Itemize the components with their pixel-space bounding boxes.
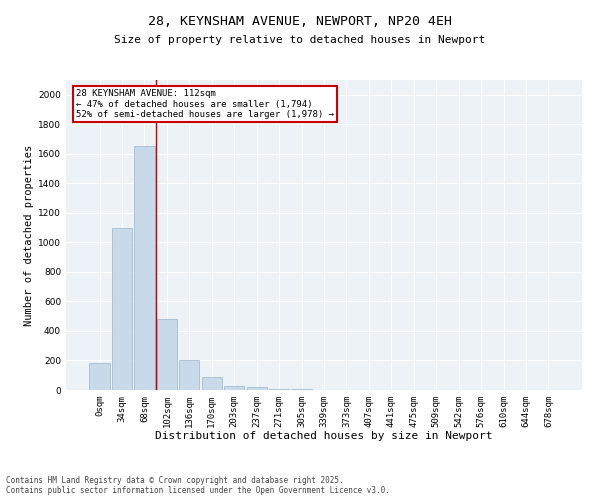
Text: 28, KEYNSHAM AVENUE, NEWPORT, NP20 4EH: 28, KEYNSHAM AVENUE, NEWPORT, NP20 4EH (148, 15, 452, 28)
X-axis label: Distribution of detached houses by size in Newport: Distribution of detached houses by size … (155, 432, 493, 442)
Bar (89, 364, 110, 390)
Bar (134, 146, 155, 390)
Bar (179, 360, 199, 390)
Bar (269, 388, 289, 390)
Bar (224, 386, 244, 390)
Text: Contains HM Land Registry data © Crown copyright and database right 2025.
Contai: Contains HM Land Registry data © Crown c… (6, 476, 390, 495)
Bar (202, 376, 222, 390)
Bar (157, 319, 177, 390)
Bar (247, 387, 267, 390)
Text: 28 KEYNSHAM AVENUE: 112sqm
← 47% of detached houses are smaller (1,794)
52% of s: 28 KEYNSHAM AVENUE: 112sqm ← 47% of deta… (76, 90, 334, 119)
Bar (112, 228, 132, 390)
Y-axis label: Number of detached properties: Number of detached properties (24, 144, 34, 326)
Text: Size of property relative to detached houses in Newport: Size of property relative to detached ho… (115, 35, 485, 45)
